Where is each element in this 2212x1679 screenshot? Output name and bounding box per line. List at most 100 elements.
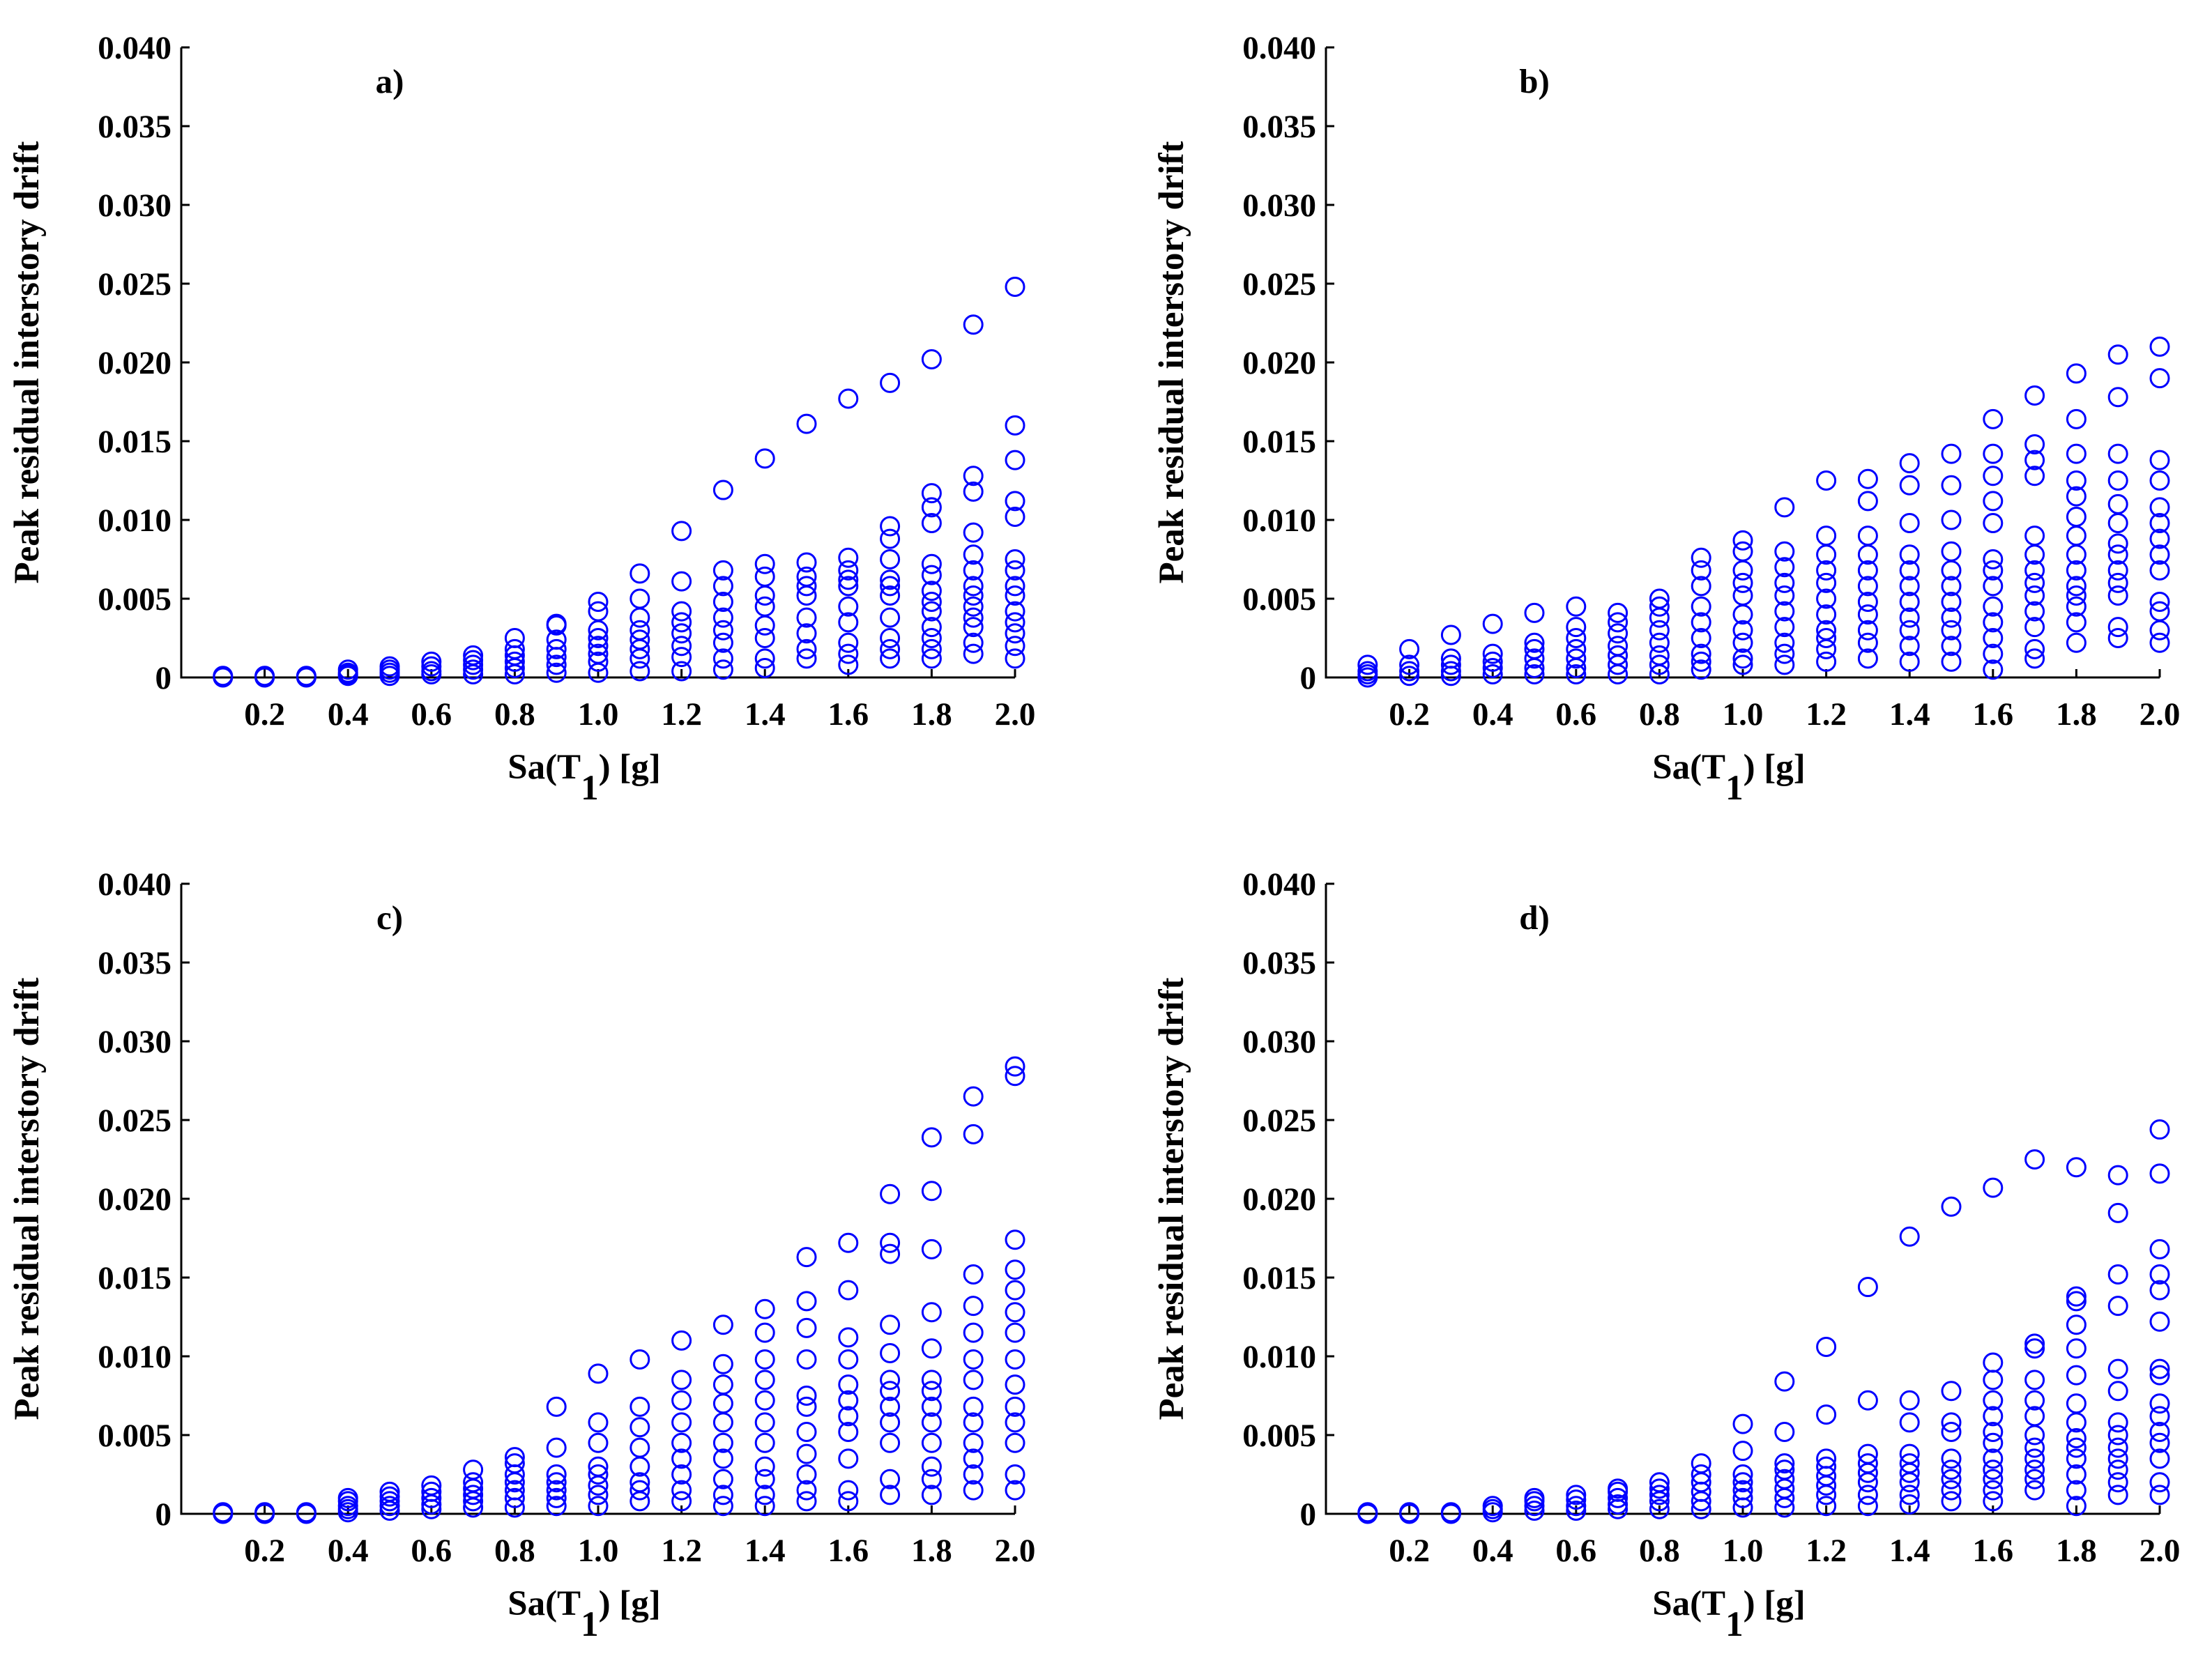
data-point xyxy=(1649,588,1670,609)
data-point xyxy=(1357,1502,1378,1523)
data-point xyxy=(546,1487,567,1508)
data-point xyxy=(504,651,525,672)
data-point xyxy=(1649,620,1670,641)
data-point xyxy=(546,1496,567,1517)
data-point xyxy=(1941,475,1962,496)
data-point xyxy=(1649,645,1670,666)
data-point xyxy=(963,632,984,653)
data-point xyxy=(963,314,984,335)
data-point xyxy=(2149,450,2170,470)
data-point xyxy=(630,629,650,650)
data-point xyxy=(2066,1496,2087,1517)
data-point xyxy=(1005,560,1025,581)
data-point xyxy=(671,1480,692,1501)
data-point xyxy=(2066,1291,2087,1312)
x-tick-label: 1.0 xyxy=(1723,696,1764,733)
y-tick-label: 0.015 xyxy=(1242,1260,1316,1296)
data-point xyxy=(754,1370,775,1390)
data-point xyxy=(671,1491,692,1512)
data-point xyxy=(880,528,901,549)
data-point xyxy=(2107,443,2128,464)
data-point xyxy=(588,1363,609,1384)
data-point xyxy=(796,1464,817,1485)
data-point xyxy=(1899,607,1920,628)
data-point xyxy=(880,607,901,628)
data-point xyxy=(2149,1472,2170,1493)
y-tick-label: 0.020 xyxy=(98,1181,171,1218)
data-point xyxy=(1816,1336,1837,1357)
data-point xyxy=(504,1447,525,1468)
data-point xyxy=(1608,1478,1629,1499)
x-tick-label: 0.8 xyxy=(1639,696,1680,733)
y-tick-label: 0.010 xyxy=(1242,1339,1316,1375)
data-point xyxy=(712,1393,733,1414)
data-point xyxy=(1440,666,1461,687)
data-point xyxy=(2024,1459,2045,1480)
data-point xyxy=(671,601,692,622)
data-point xyxy=(1005,1412,1025,1433)
data-point xyxy=(2149,1239,2170,1259)
data-point xyxy=(1691,651,1711,672)
x-tick-label: 1.4 xyxy=(1889,1533,1930,1569)
data-point xyxy=(838,1390,859,1411)
data-point xyxy=(2066,1314,2087,1335)
data-point xyxy=(1983,576,2004,597)
data-point xyxy=(880,1469,901,1489)
data-point xyxy=(1005,1280,1025,1301)
x-axis-label-subscript: 1 xyxy=(581,769,599,808)
data-point xyxy=(921,497,942,518)
data-point xyxy=(1005,1229,1025,1250)
data-point xyxy=(880,1314,901,1335)
data-point xyxy=(1005,1432,1025,1453)
data-point xyxy=(1566,1485,1587,1505)
data-point xyxy=(838,1349,859,1370)
y-axis-label: Peak residual interstory drift xyxy=(1152,977,1191,1420)
y-axis-label: Peak residual interstory drift xyxy=(1152,141,1191,583)
data-point xyxy=(880,576,901,597)
data-point xyxy=(1774,601,1795,622)
data-point xyxy=(1983,466,2004,486)
data-point xyxy=(421,656,442,677)
x-tick-label: 2.0 xyxy=(2139,696,2181,733)
data-point xyxy=(1941,651,1962,672)
data-point xyxy=(2149,470,2170,491)
data-point xyxy=(1524,632,1545,653)
data-point xyxy=(1005,576,1025,597)
data-point xyxy=(2024,1149,2045,1170)
data-point xyxy=(1983,1421,2004,1442)
data-point xyxy=(1399,661,1420,682)
data-point xyxy=(712,560,733,581)
data-point xyxy=(2066,1338,2087,1359)
data-point xyxy=(1941,509,1962,530)
x-tick-label: 1.4 xyxy=(745,696,786,733)
data-point xyxy=(754,1456,775,1477)
data-point xyxy=(546,1472,567,1493)
data-point xyxy=(1732,530,1753,551)
data-point xyxy=(796,1349,817,1370)
data-point xyxy=(838,1406,859,1427)
x-tick-label: 1.8 xyxy=(2056,1533,2097,1569)
data-point xyxy=(2024,1469,2045,1489)
data-point xyxy=(754,1412,775,1433)
data-point xyxy=(1005,585,1025,606)
data-point xyxy=(463,650,484,670)
data-point xyxy=(630,1480,650,1501)
data-point xyxy=(504,1487,525,1508)
x-axis-label: Sa(T1) [g] xyxy=(508,748,661,808)
data-point xyxy=(1732,648,1753,669)
data-point xyxy=(1732,1472,1753,1493)
data-point xyxy=(754,566,775,587)
data-point xyxy=(2107,1448,2128,1469)
data-point xyxy=(838,1480,859,1501)
data-point xyxy=(296,666,316,687)
x-tick-label: 1.8 xyxy=(911,696,952,733)
data-point xyxy=(671,1412,692,1433)
data-point xyxy=(1732,1464,1753,1485)
data-point xyxy=(880,1381,901,1402)
data-point xyxy=(1983,659,2004,680)
data-point xyxy=(1005,415,1025,436)
data-point xyxy=(671,1448,692,1469)
data-point xyxy=(630,1396,650,1417)
data-point xyxy=(2024,1448,2045,1469)
data-point xyxy=(754,1432,775,1453)
